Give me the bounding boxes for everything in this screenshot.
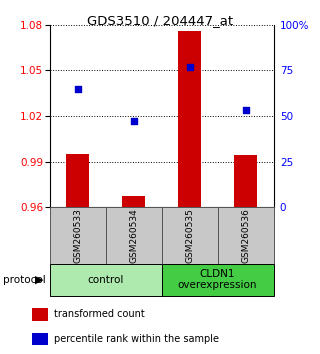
Text: GDS3510 / 204447_at: GDS3510 / 204447_at xyxy=(87,14,233,27)
Bar xyxy=(162,264,274,296)
Bar xyxy=(179,31,201,207)
Bar xyxy=(50,207,106,264)
Bar xyxy=(218,207,274,264)
Point xyxy=(187,64,192,69)
Text: GSM260534: GSM260534 xyxy=(129,208,138,263)
Bar xyxy=(50,264,162,296)
Point xyxy=(75,86,80,91)
Text: GSM260535: GSM260535 xyxy=(185,208,194,263)
Bar xyxy=(106,207,162,264)
Text: GSM260533: GSM260533 xyxy=(73,208,82,263)
Text: transformed count: transformed count xyxy=(54,309,145,320)
Bar xyxy=(32,333,48,345)
Bar xyxy=(162,207,218,264)
Bar xyxy=(32,308,48,320)
Text: percentile rank within the sample: percentile rank within the sample xyxy=(54,334,220,344)
Text: GSM260536: GSM260536 xyxy=(241,208,250,263)
Text: CLDN1
overexpression: CLDN1 overexpression xyxy=(178,269,257,291)
Text: ▶: ▶ xyxy=(35,275,43,285)
Point xyxy=(243,108,248,113)
Text: control: control xyxy=(87,275,124,285)
Bar xyxy=(235,155,257,207)
Bar xyxy=(67,154,89,207)
Bar xyxy=(123,196,145,207)
Text: protocol: protocol xyxy=(3,275,46,285)
Point xyxy=(131,119,136,124)
